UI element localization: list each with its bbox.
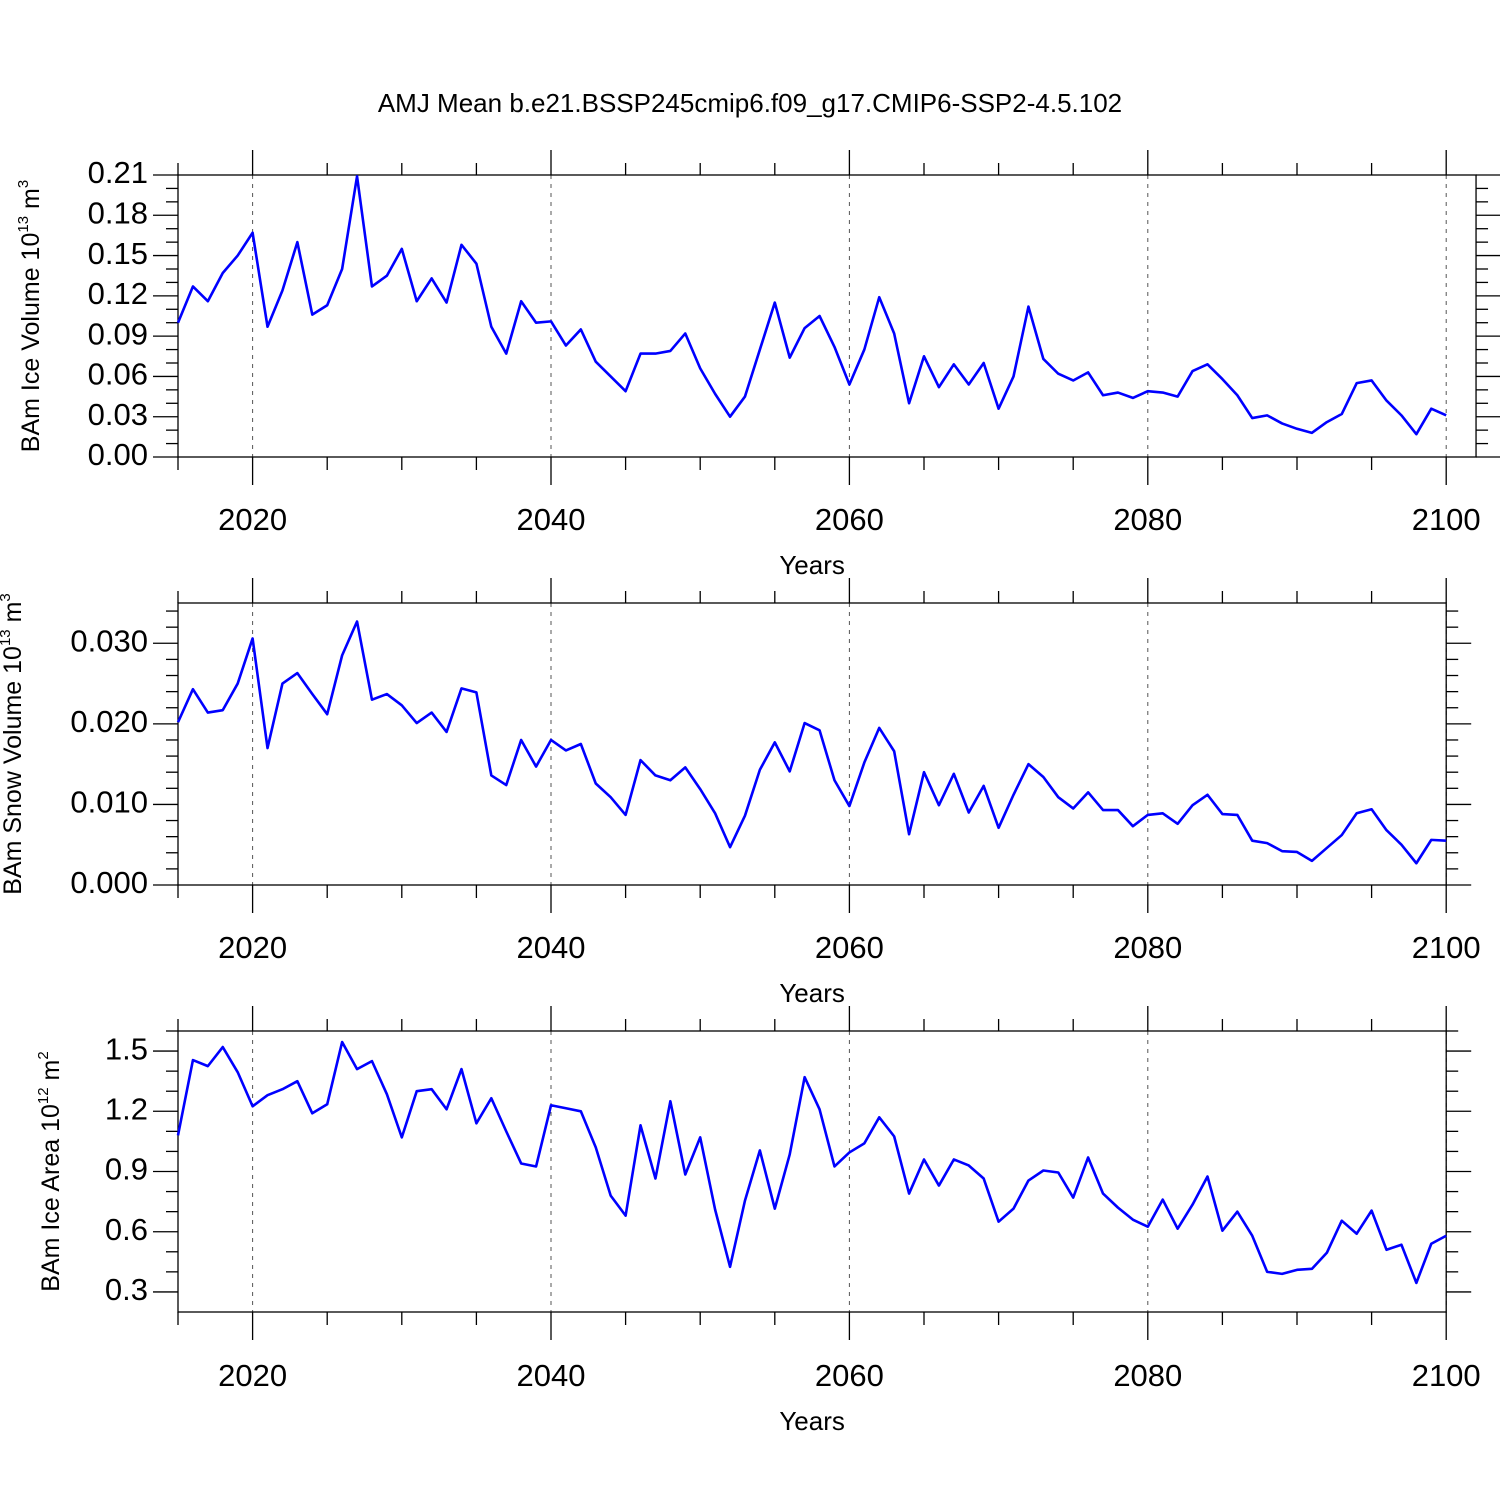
y-axis-title-exp: 13 [15, 216, 32, 233]
y-tick-label: 0.010 [70, 785, 148, 820]
y-tick-label: 0.3 [105, 1272, 148, 1307]
data-line [176, 620, 1447, 865]
y-tick-label: 0.12 [88, 276, 148, 311]
x-axis-title: Years [779, 978, 845, 1008]
x-tick-label: 2100 [1412, 930, 1481, 965]
data-line [176, 1040, 1447, 1285]
x-axis-title: Years [779, 550, 845, 580]
chart-title: AMJ Mean b.e21.BSSP245cmip6.f09_g17.CMIP… [378, 88, 1122, 118]
data-line [176, 175, 1447, 436]
y-axis-title-unit: m [37, 1060, 65, 1088]
x-tick-label: 2020 [218, 1358, 287, 1393]
y-axis-title-unit-exp: 3 [15, 180, 32, 188]
y-tick-label: 0.000 [70, 865, 148, 900]
x-tick-label: 2020 [218, 502, 287, 537]
x-tick-label: 2080 [1113, 930, 1182, 965]
y-tick-label: 0.03 [88, 397, 148, 432]
x-tick-label: 2060 [815, 502, 884, 537]
plot-frame [177, 174, 1477, 458]
x-tick-label: 2080 [1113, 502, 1182, 537]
x-tick-label: 2100 [1412, 1358, 1481, 1393]
y-axis-title-unit: m [17, 188, 45, 216]
y-axis-title: BAm Ice Area 1012 m2 [35, 1051, 65, 1291]
x-tick-label: 2100 [1412, 502, 1481, 537]
plot-frame [177, 602, 1447, 886]
x-tick-label: 2060 [815, 1358, 884, 1393]
y-axis-title-text: BAm Ice Volume 10 [17, 233, 45, 453]
y-axis-title-text: BAm Ice Area 10 [37, 1104, 65, 1292]
x-tick-label: 2040 [517, 930, 586, 965]
plot-frame [177, 1030, 1447, 1313]
y-axis-title-unit-exp: 3 [0, 593, 14, 601]
y-tick-label: 0.09 [88, 316, 148, 351]
y-tick-label: 0.18 [88, 195, 148, 230]
y-axis-title-text: BAm Snow Volume 10 [0, 646, 27, 895]
y-axis-title: BAm Snow Volume 1013 m3 [0, 593, 27, 895]
x-tick-label: 2060 [815, 930, 884, 965]
y-axis-title-exp: 13 [0, 629, 14, 646]
x-tick-label: 2040 [517, 1358, 586, 1393]
x-tick-label: 2020 [218, 930, 287, 965]
y-tick-label: 0.06 [88, 357, 148, 392]
y-tick-label: 1.5 [105, 1031, 148, 1066]
y-tick-label: 0.15 [88, 236, 148, 271]
y-axis-title-exp: 12 [35, 1087, 52, 1104]
y-axis-title-unit-exp: 2 [35, 1051, 52, 1059]
y-axis-title: BAm Ice Volume 1013 m3 [15, 180, 45, 452]
y-axis-title-unit: m [0, 602, 27, 630]
y-tick-label: 0.9 [105, 1152, 148, 1187]
y-tick-label: 0.00 [88, 437, 148, 472]
x-axis-title: Years [779, 1406, 845, 1436]
y-tick-label: 0.6 [105, 1212, 148, 1247]
x-tick-label: 2080 [1113, 1358, 1182, 1393]
x-tick-label: 2040 [517, 502, 586, 537]
y-tick-label: 1.2 [105, 1091, 148, 1126]
y-tick-label: 0.030 [70, 623, 148, 658]
y-tick-label: 0.020 [70, 704, 148, 739]
y-tick-label: 0.21 [88, 155, 148, 190]
